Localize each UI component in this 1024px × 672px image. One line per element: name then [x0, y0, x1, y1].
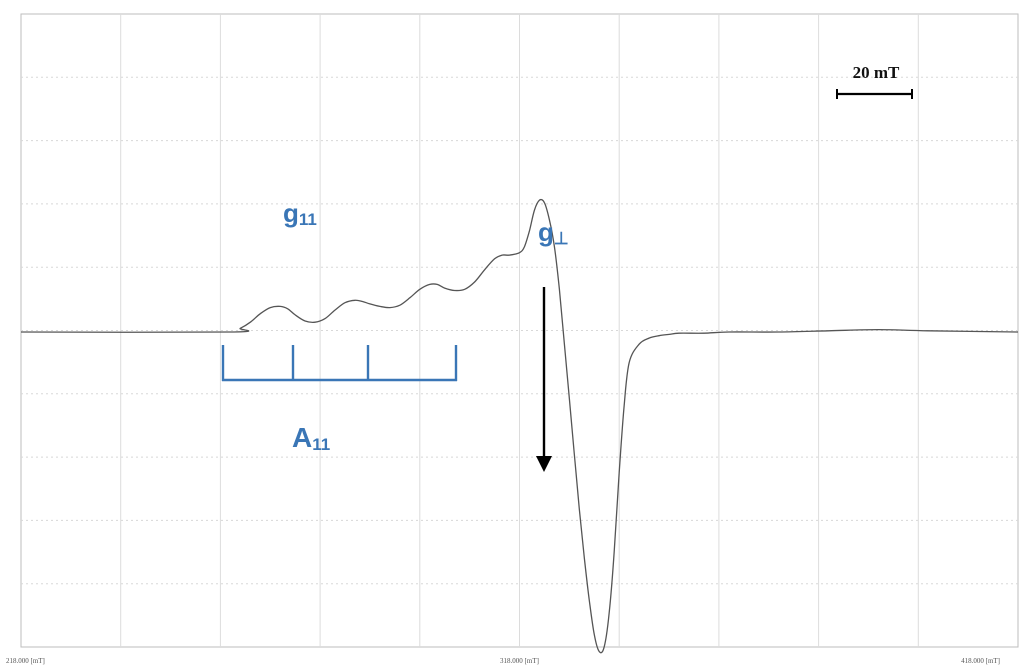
g-perpendicular-arrow: [536, 287, 552, 472]
a-parallel-label: A11: [292, 422, 330, 454]
x-tick-label: 318.000 [mT]: [500, 657, 539, 665]
arrow-head: [536, 456, 552, 472]
spectrum-trace: [20, 198, 1019, 654]
spectrum-line: [20, 198, 1019, 654]
scale-bar: 20 mT: [836, 63, 913, 99]
x-tick-label: 418.000 [mT]: [961, 657, 1000, 665]
g-parallel-label: g11: [283, 198, 317, 229]
hyperfine-bracket: [221, 345, 458, 382]
x-tick-label: 218.000 [mT]: [6, 657, 45, 665]
scale-bar-label: 20 mT: [853, 63, 900, 82]
x-axis-ticks: 218.000 [mT] 318.000 [mT] 418.000 [mT]: [6, 657, 1000, 665]
g-perpendicular-label: g⊥: [538, 217, 569, 248]
grid: [21, 14, 1018, 647]
